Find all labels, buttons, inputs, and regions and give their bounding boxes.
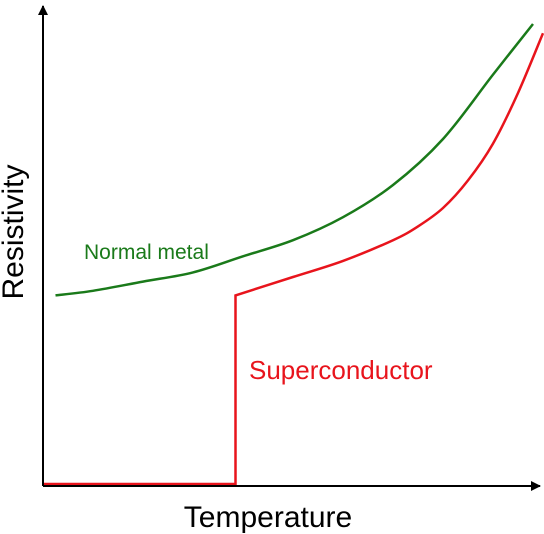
series-label-normal-metal: Normal metal: [84, 241, 209, 264]
y-axis-label: Resistivity: [0, 164, 30, 299]
series-layer: [43, 23, 544, 486]
normal-metal-curve: [55, 23, 534, 297]
superconductor-curve: [43, 32, 544, 486]
series-label-superconductor: Superconductor: [249, 355, 433, 385]
x-axis-label: Temperature: [184, 501, 352, 534]
